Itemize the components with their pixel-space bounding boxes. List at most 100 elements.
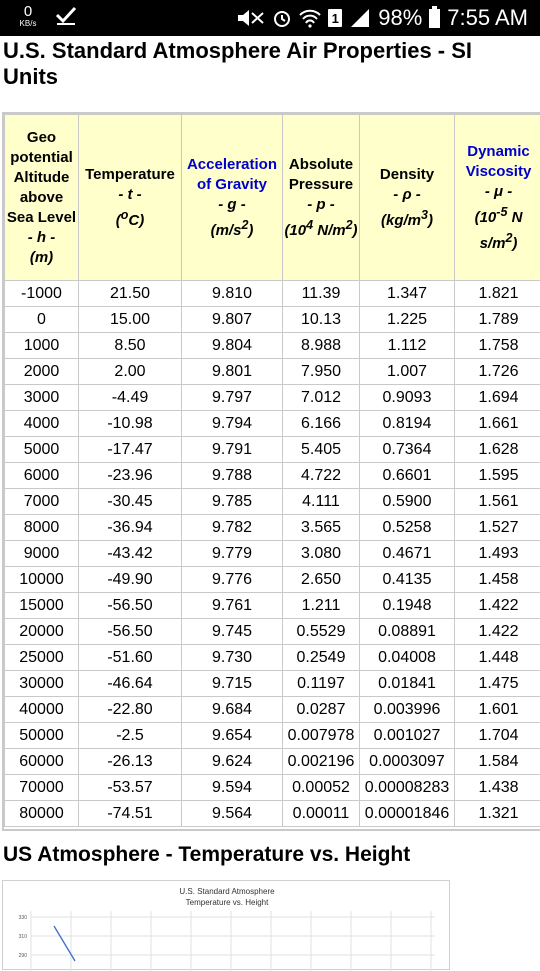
table-cell: 7000 [5, 489, 79, 515]
table-cell: 0.4135 [360, 567, 455, 593]
table-cell: 9.791 [182, 437, 283, 463]
table-cell: 1.007 [360, 359, 455, 385]
table-cell: 25000 [5, 645, 79, 671]
sim-card-icon: 1 [328, 9, 342, 27]
table-cell: 2000 [5, 359, 79, 385]
header-name: Geo potential Altitude above Sea Level [7, 129, 76, 226]
table-cell: 4000 [5, 411, 79, 437]
table-cell: 1.601 [455, 697, 540, 723]
table-cell: 9.804 [182, 333, 283, 359]
table-cell: 1.561 [455, 489, 540, 515]
table-cell: 9.684 [182, 697, 283, 723]
table-cell: 8000 [5, 515, 79, 541]
header-unit: (10-5 N s/m2) [475, 209, 523, 252]
table-cell: 9.788 [182, 463, 283, 489]
table-cell: 2.00 [79, 359, 182, 385]
table-cell: 11.39 [283, 281, 360, 307]
table-cell: 0.6601 [360, 463, 455, 489]
table-cell: 0 [5, 307, 79, 333]
table-cell: -17.47 [79, 437, 182, 463]
table-cell: 70000 [5, 775, 79, 801]
table-cell: 0.01841 [360, 671, 455, 697]
network-speed: 0 KB/s [12, 4, 44, 28]
table-cell: 0.007978 [283, 723, 360, 749]
table-cell: 4.722 [283, 463, 360, 489]
table-cell: 1.475 [455, 671, 540, 697]
column-header-temperature: Temperature- t -(oC) [79, 115, 182, 281]
table-cell: 0.9093 [360, 385, 455, 411]
table-cell: 0.1197 [283, 671, 360, 697]
table-cell: -10.98 [79, 411, 182, 437]
chart-y-tick: 290 [19, 953, 28, 959]
table-cell: 1.758 [455, 333, 540, 359]
header-name: Absolute Pressure [289, 156, 353, 193]
table-cell: 1.584 [455, 749, 540, 775]
table-cell: 9.745 [182, 619, 283, 645]
table-cell: 0.00008283 [360, 775, 455, 801]
header-name-link[interactable]: Dynamic Viscosity [466, 143, 532, 180]
table-cell: -49.90 [79, 567, 182, 593]
header-symbol: - t - [118, 186, 141, 203]
air-properties-table: Geo potential Altitude above Sea Level - … [4, 114, 540, 827]
alarm-icon [272, 8, 292, 28]
mute-icon [235, 8, 265, 28]
check-icon [55, 5, 77, 30]
table-cell: 60000 [5, 749, 79, 775]
table-cell: -23.96 [79, 463, 182, 489]
table-cell: -36.94 [79, 515, 182, 541]
table-cell: 3.080 [283, 541, 360, 567]
table-cell: 0.002196 [283, 749, 360, 775]
table-cell: 1.112 [360, 333, 455, 359]
table-cell: 9.564 [182, 801, 283, 827]
table-cell: 1.789 [455, 307, 540, 333]
table-cell: 1.422 [455, 619, 540, 645]
table-cell: 8.988 [283, 333, 360, 359]
header-symbol: - p - [307, 196, 335, 213]
header-symbol: - g - [218, 196, 246, 213]
table-cell: 1.821 [455, 281, 540, 307]
battery-percent: 98% [378, 5, 422, 31]
table-cell: 30000 [5, 671, 79, 697]
table-cell: 9.624 [182, 749, 283, 775]
table-cell: 20000 [5, 619, 79, 645]
network-speed-unit: KB/s [12, 20, 44, 28]
table-cell: 7.012 [283, 385, 360, 411]
chart-y-tick: 330 [19, 915, 28, 921]
table-cell: 1.726 [455, 359, 540, 385]
table-cell: 1.448 [455, 645, 540, 671]
table-cell: 0.0287 [283, 697, 360, 723]
temperature-chart-image[interactable]: U.S. Standard Atmosphere Temperature vs.… [2, 880, 450, 970]
chart-y-tick: 310 [19, 934, 28, 940]
section-heading: US Atmosphere - Temperature vs. Height [3, 843, 410, 867]
header-unit: (oC) [116, 212, 144, 229]
table-cell: 8.50 [79, 333, 182, 359]
column-header-density: Density- ρ -(kg/m3) [360, 115, 455, 281]
table-cell: 9.807 [182, 307, 283, 333]
table-cell: 1.595 [455, 463, 540, 489]
table-cell: 50000 [5, 723, 79, 749]
table-cell: 10000 [5, 567, 79, 593]
air-properties-table-container[interactable]: Geo potential Altitude above Sea Level - … [2, 112, 540, 831]
table-cell: 9.730 [182, 645, 283, 671]
table-cell: 1.211 [283, 593, 360, 619]
table-cell: -74.51 [79, 801, 182, 827]
header-name-link[interactable]: Acceleration of Gravity [187, 156, 277, 193]
table-cell: 6.166 [283, 411, 360, 437]
table-cell: -51.60 [79, 645, 182, 671]
table-cell: 1.438 [455, 775, 540, 801]
header-symbol: - μ - [485, 183, 512, 200]
